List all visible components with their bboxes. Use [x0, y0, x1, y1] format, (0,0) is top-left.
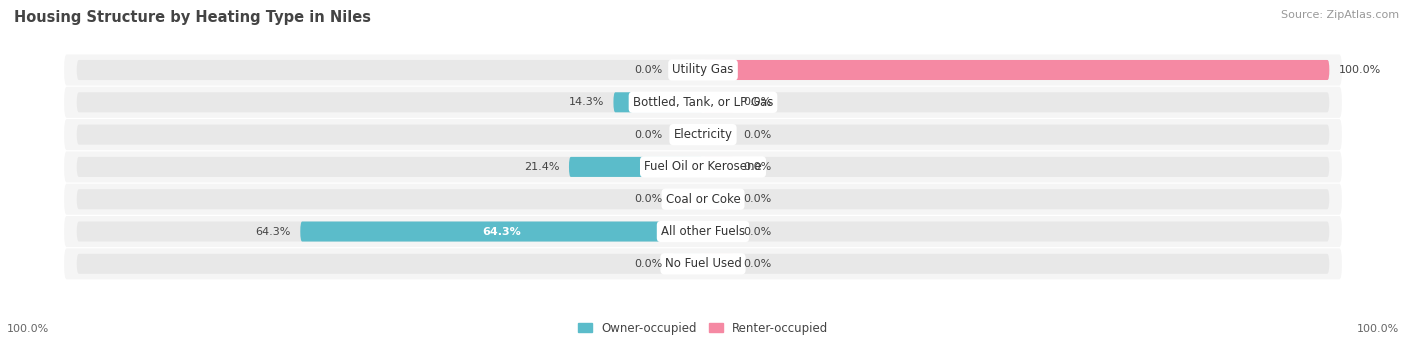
Text: 100.0%: 100.0% [7, 324, 49, 334]
FancyBboxPatch shape [65, 119, 1341, 150]
FancyBboxPatch shape [703, 157, 734, 177]
FancyBboxPatch shape [77, 92, 1329, 112]
Text: Source: ZipAtlas.com: Source: ZipAtlas.com [1281, 10, 1399, 20]
Text: 64.3%: 64.3% [256, 226, 291, 237]
Text: Bottled, Tank, or LP Gas: Bottled, Tank, or LP Gas [633, 96, 773, 109]
Text: 14.3%: 14.3% [568, 97, 605, 107]
FancyBboxPatch shape [672, 189, 703, 209]
FancyBboxPatch shape [569, 157, 703, 177]
FancyBboxPatch shape [672, 124, 703, 145]
Text: 0.0%: 0.0% [744, 194, 772, 204]
FancyBboxPatch shape [77, 157, 1329, 177]
FancyBboxPatch shape [301, 222, 703, 241]
Text: All other Fuels: All other Fuels [661, 225, 745, 238]
Text: 0.0%: 0.0% [634, 194, 662, 204]
FancyBboxPatch shape [672, 254, 703, 274]
Text: 0.0%: 0.0% [634, 259, 662, 269]
Text: 0.0%: 0.0% [744, 226, 772, 237]
FancyBboxPatch shape [65, 55, 1341, 86]
Text: 0.0%: 0.0% [744, 97, 772, 107]
FancyBboxPatch shape [77, 222, 1329, 241]
Text: Electricity: Electricity [673, 128, 733, 141]
FancyBboxPatch shape [703, 222, 734, 241]
Text: 100.0%: 100.0% [1339, 65, 1381, 75]
FancyBboxPatch shape [703, 124, 734, 145]
FancyBboxPatch shape [703, 92, 734, 112]
FancyBboxPatch shape [65, 248, 1341, 279]
Legend: Owner-occupied, Renter-occupied: Owner-occupied, Renter-occupied [578, 322, 828, 335]
Text: 0.0%: 0.0% [744, 130, 772, 139]
Text: 0.0%: 0.0% [744, 162, 772, 172]
FancyBboxPatch shape [703, 60, 1329, 80]
FancyBboxPatch shape [77, 189, 1329, 209]
Text: 100.0%: 100.0% [1357, 324, 1399, 334]
FancyBboxPatch shape [65, 87, 1341, 118]
Text: No Fuel Used: No Fuel Used [665, 257, 741, 270]
Text: Coal or Coke: Coal or Coke [665, 193, 741, 206]
FancyBboxPatch shape [65, 184, 1341, 215]
FancyBboxPatch shape [77, 124, 1329, 145]
Text: 64.3%: 64.3% [482, 226, 522, 237]
Text: Housing Structure by Heating Type in Niles: Housing Structure by Heating Type in Nil… [14, 10, 371, 25]
Text: 0.0%: 0.0% [634, 65, 662, 75]
Text: 21.4%: 21.4% [524, 162, 560, 172]
FancyBboxPatch shape [613, 92, 703, 112]
Text: Utility Gas: Utility Gas [672, 63, 734, 76]
FancyBboxPatch shape [65, 216, 1341, 247]
Text: 0.0%: 0.0% [634, 130, 662, 139]
FancyBboxPatch shape [65, 151, 1341, 182]
FancyBboxPatch shape [703, 189, 734, 209]
FancyBboxPatch shape [77, 254, 1329, 274]
FancyBboxPatch shape [672, 60, 703, 80]
FancyBboxPatch shape [77, 60, 1329, 80]
Text: 0.0%: 0.0% [744, 259, 772, 269]
Text: Fuel Oil or Kerosene: Fuel Oil or Kerosene [644, 160, 762, 174]
FancyBboxPatch shape [703, 254, 734, 274]
